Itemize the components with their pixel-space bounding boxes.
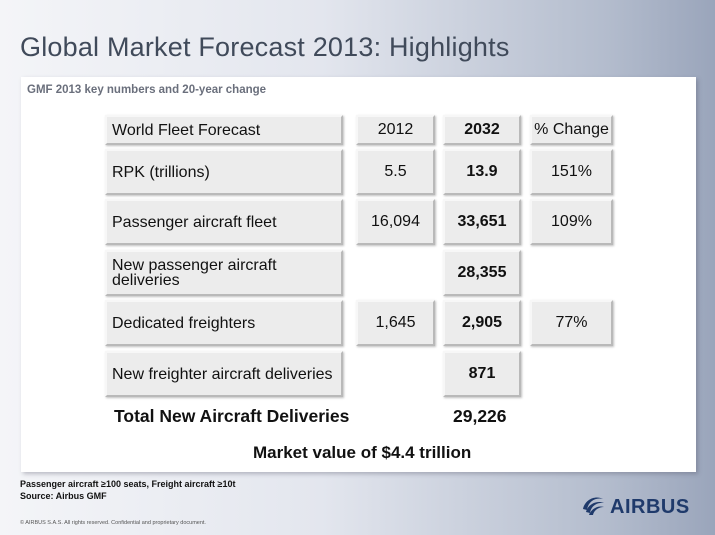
copyright-notice: © AIRBUS S.A.S. All rights reserved. Con… (20, 520, 206, 526)
row-new-freighter-deliveries-2032: 871 (443, 351, 521, 397)
total-label: Total New Aircraft Deliveries (114, 406, 350, 426)
row-label-new-passenger-deliveries: New passenger aircraft deliveries (105, 250, 343, 296)
row-dedicated-freighters-2032: 2,905 (443, 300, 521, 346)
airbus-brand-text: AIRBUS (610, 496, 690, 518)
slide-title: Global Market Forecast 2013: Highlights (20, 32, 510, 62)
header-world-fleet-forecast: World Fleet Forecast (105, 115, 343, 145)
market-value: Market value of $4.4 trillion (253, 443, 472, 462)
row-rpk-change: 151% (530, 149, 613, 195)
footnote-line2: Source: Airbus GMF (20, 491, 107, 501)
row-dedicated-freighters-2012: 1,645 (356, 300, 435, 346)
header-2032: 2032 (443, 115, 521, 145)
row-label-passenger-fleet: Passenger aircraft fleet (105, 199, 343, 245)
total-value: 29,226 (453, 406, 507, 426)
row-label-new-freighter-deliveries: New freighter aircraft deliveries (105, 351, 343, 397)
row-rpk-2012: 5.5 (356, 149, 435, 195)
header-percent-change: % Change (530, 115, 613, 145)
airbus-logo: AIRBUS (580, 493, 690, 522)
airbus-swirl-logo-icon (580, 493, 606, 522)
header-2012: 2012 (356, 115, 435, 145)
row-new-passenger-deliveries-2032: 28,355 (443, 250, 521, 296)
row-passenger-fleet-2012: 16,094 (356, 199, 435, 245)
row-passenger-fleet-2032: 33,651 (443, 199, 521, 245)
row-label-dedicated-freighters: Dedicated freighters (105, 300, 343, 346)
row-dedicated-freighters-change: 77% (530, 300, 613, 346)
panel-subtitle: GMF 2013 key numbers and 20-year change (27, 84, 267, 96)
row-label-rpk: RPK (trillions) (105, 149, 343, 195)
row-passenger-fleet-change: 109% (530, 199, 613, 245)
footnote-line1: Passenger aircraft ≥100 seats, Freight a… (20, 479, 236, 489)
row-rpk-2032: 13.9 (443, 149, 521, 195)
